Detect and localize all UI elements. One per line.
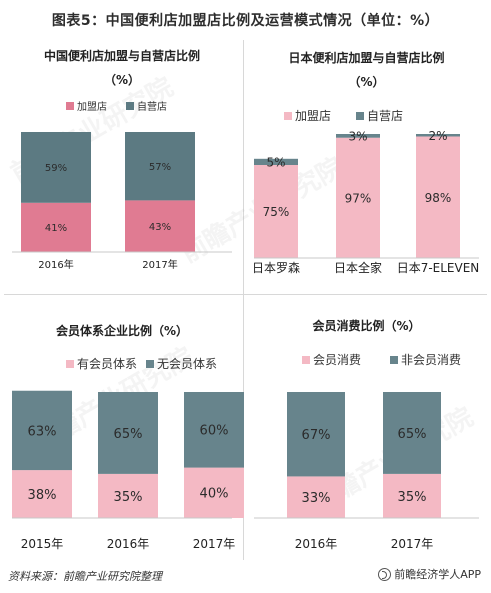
- legend-label: 有会员体系: [77, 357, 137, 371]
- category-label: 2015年: [21, 537, 64, 551]
- page-title: 图表5：中国便利店加盟店比例及运营模式情况（单位：%）: [51, 13, 440, 29]
- data-label: 67%: [302, 428, 331, 443]
- panel-divider: [4, 294, 487, 295]
- data-label: 33%: [302, 491, 331, 506]
- data-label: 3%: [348, 129, 367, 143]
- data-label: 38%: [28, 488, 57, 503]
- data-label: 35%: [114, 490, 143, 505]
- legend-label: 加盟店: [295, 109, 331, 123]
- category-label: 2017年: [391, 537, 434, 551]
- legend-label: 会员消费: [313, 353, 361, 367]
- data-label: 65%: [114, 427, 143, 442]
- bar-lower: [125, 200, 195, 252]
- legend-label: 自营店: [367, 109, 403, 123]
- bar-lower: [184, 467, 244, 518]
- chart-title: 日本便利店加盟与自营店比例: [288, 50, 444, 65]
- chart-member-system-svg: 会员体系企业比例（%） 有会员体系 无会员体系 38% 63% 2015年 35% 65% 20…: [12, 323, 244, 551]
- data-label: 35%: [398, 490, 427, 505]
- chart-title: （%）: [348, 74, 384, 89]
- data-label: 75%: [263, 205, 290, 219]
- category-label: 2017年: [142, 258, 177, 271]
- bar-upper: [184, 392, 244, 468]
- data-label: 98%: [425, 191, 452, 205]
- source-note: 资料来源：前瞻产业研究院整理: [8, 570, 162, 583]
- data-label: 40%: [200, 487, 229, 502]
- bar-lower: [12, 470, 72, 518]
- data-label: 41%: [45, 223, 67, 234]
- data-label: 60%: [200, 424, 229, 439]
- legend-swatch: [284, 112, 292, 120]
- chart-member-system: 会员体系企业比例（%） 有会员体系 无会员体系 38% 63% 2015年 35% 65% 20…: [4, 300, 244, 558]
- legend-label: 加盟店: [77, 100, 107, 113]
- legend-swatch: [302, 356, 310, 364]
- bar-lower: [336, 137, 380, 258]
- bar-upper: [416, 134, 460, 137]
- bar-upper: [336, 134, 380, 138]
- chart-japan: 日本便利店加盟与自营店比例 （%） 加盟店 自营店 75% 5% 日本罗森 97% 3% 日本全家…: [246, 40, 487, 290]
- category-label: 2016年: [38, 258, 73, 271]
- bar-lower: [287, 476, 345, 518]
- chart-china: 中国便利店加盟与自营店比例 （%） 加盟店 自营店 41% 59% 2016年 43% 57% 2…: [4, 40, 240, 290]
- data-label: 59%: [45, 163, 67, 174]
- chart-member-spend: 会员消费比例（%） 会员消费 非会员消费 33% 67% 2016年 35% 65% 2017年: [246, 300, 487, 558]
- chart-title: 会员体系企业比例（%）: [56, 323, 188, 338]
- category-label: 日本罗森: [252, 260, 300, 275]
- legend-label: 非会员消费: [401, 353, 461, 367]
- bar-upper: [254, 158, 298, 165]
- brand-logo-icon: [378, 567, 392, 581]
- legend-swatch: [66, 360, 74, 368]
- category-label: 日本全家: [334, 260, 382, 275]
- bar-upper: [287, 392, 345, 477]
- legend-label: 自营店: [137, 100, 167, 113]
- chart-member-spend-svg: 会员消费比例（%） 会员消费 非会员消费 33% 67% 2016年 35% 65% 2017年: [254, 318, 479, 551]
- legend-swatch: [66, 102, 74, 110]
- data-label: 65%: [398, 427, 427, 442]
- legend-swatch: [126, 102, 134, 110]
- bar-upper: [12, 390, 72, 471]
- category-label: 2017年: [193, 537, 236, 551]
- legend-swatch: [356, 112, 364, 120]
- chart-title: （%）: [104, 72, 140, 87]
- chart-title: 会员消费比例（%）: [312, 318, 420, 333]
- data-label: 2%: [428, 129, 447, 143]
- chart-title: 中国便利店加盟与自营店比例: [44, 48, 200, 63]
- bar-upper: [21, 132, 91, 203]
- data-label: 97%: [345, 191, 372, 205]
- bar-lower: [98, 473, 158, 518]
- data-label: 63%: [28, 424, 57, 439]
- category-label: 2016年: [107, 537, 150, 551]
- panel-divider: [243, 40, 244, 560]
- bar-lower: [383, 473, 441, 518]
- bar-lower: [21, 202, 91, 252]
- bar-upper: [125, 132, 195, 201]
- legend-label: 无会员体系: [157, 357, 217, 371]
- brand-badge: 前瞻经济学人APP: [378, 566, 481, 582]
- chart-japan-svg: 日本便利店加盟与自营店比例 （%） 加盟店 自营店 75% 5% 日本罗森 97% 3% 日本全家…: [252, 50, 480, 275]
- brand-name: 前瞻经济学人APP: [394, 568, 481, 581]
- chart-china-svg: 中国便利店加盟与自营店比例 （%） 加盟店 自营店 41% 59% 2016年 43% 57% 2…: [12, 48, 232, 271]
- data-label: 57%: [149, 162, 171, 173]
- category-label: 日本7-ELEVEN: [397, 261, 480, 275]
- legend-swatch: [390, 356, 398, 364]
- bar-lower: [416, 136, 460, 258]
- bar-upper: [383, 392, 441, 474]
- bar-upper: [98, 392, 158, 474]
- bar-lower: [254, 165, 298, 258]
- legend-swatch: [146, 360, 154, 368]
- data-label: 43%: [149, 222, 171, 233]
- category-label: 2016年: [295, 537, 338, 551]
- data-label: 5%: [266, 155, 285, 169]
